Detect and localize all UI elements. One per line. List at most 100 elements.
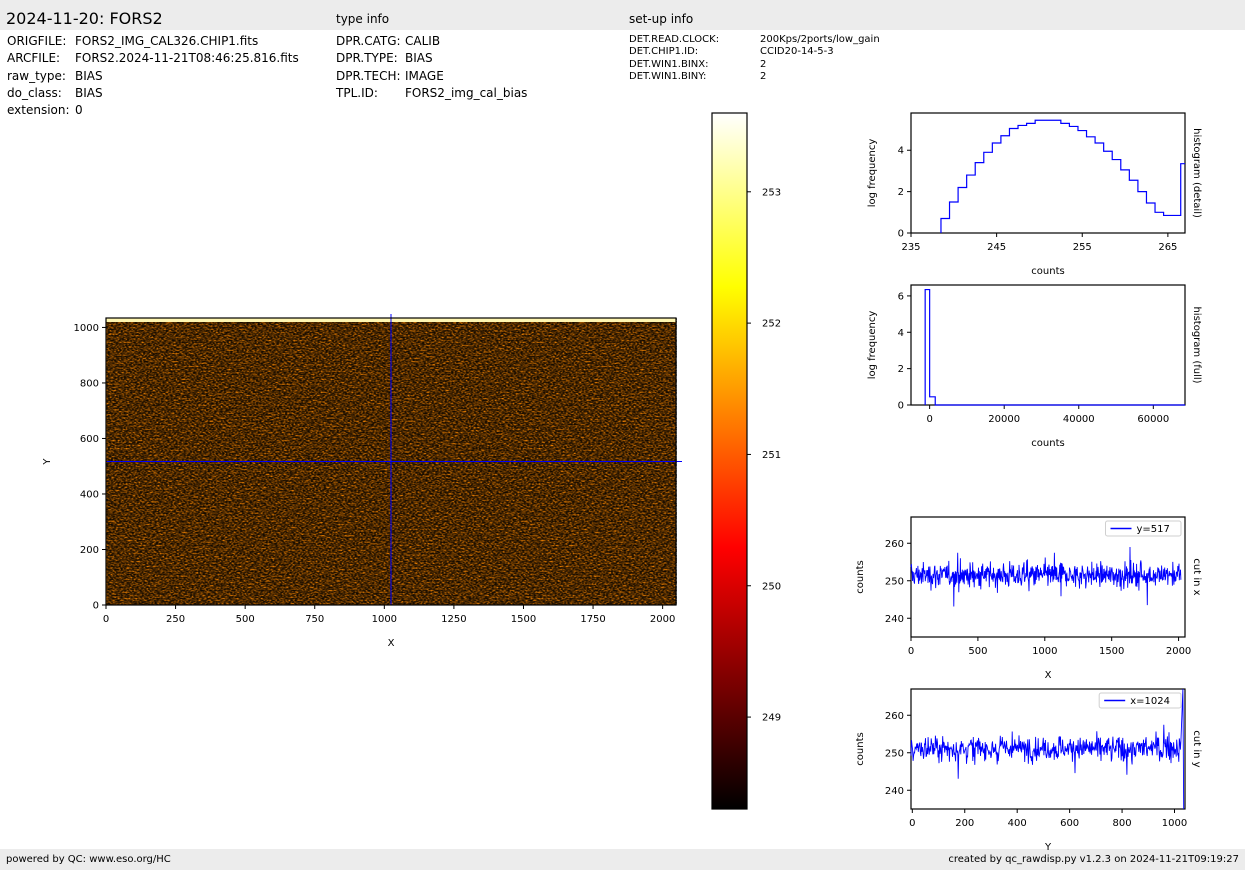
footer-left-text: powered by QC: www.eso.org/HC [6,854,171,865]
type-info-title: type info [336,12,390,26]
y-tick-label: 260 [885,539,904,550]
x-tick-label: 1500 [1099,646,1124,657]
x-tick-label: 0 [103,614,109,625]
x-tick-label: 400 [1008,818,1027,829]
y-tick-label: 600 [80,434,99,445]
type-info-key: DPR.TYPE: [336,51,398,65]
setup-info-value: 2 [760,59,767,70]
footer-right-text: created by qc_rawdisp.py v1.2.3 on 2024-… [948,854,1239,865]
legend-box [1105,520,1182,537]
legend-label: y=517 [1137,524,1170,535]
y-tick-label: 6 [898,291,904,302]
x-tick-label: 245 [987,242,1006,253]
x-tick-label: 200 [955,818,974,829]
setup-info-value: 2 [760,71,767,82]
legend-label: x=1024 [1130,696,1170,707]
x-tick-label: 250 [166,614,185,625]
x-tick-label: 40000 [1063,414,1095,425]
x-tick-label: 255 [1073,242,1092,253]
side-axis-label: cut in y [1191,730,1202,767]
x-tick-label: 2000 [650,614,675,625]
cut-y-line [910,688,1185,810]
file-info-key: ORIGFILE: [7,34,67,48]
type-info-key: DPR.CATG: [336,34,401,48]
y-tick-label: 0 [93,601,99,612]
histogram-full-line [924,288,1185,406]
y-tick-label: 260 [885,711,904,722]
x-tick-label: 235 [901,242,920,253]
x-tick-label: 1750 [580,614,605,625]
setup-info-key: DET.READ.CLOCK: [629,34,720,45]
x-tick-label: 1250 [441,614,466,625]
y-tick-label: 400 [80,489,99,500]
file-info-value: BIAS [75,69,103,83]
plot-frame [910,516,1186,638]
x-tick-label: 1000 [1032,646,1057,657]
file-info-key: do_class: [7,86,62,100]
y-tick-label: 2 [898,364,904,375]
histogram-detail-line [940,119,1185,233]
file-info-value: BIAS [75,86,103,100]
x-tick-label: 750 [305,614,324,625]
setup-info-title: set-up info [629,12,694,26]
side-axis-label: histogram (full) [1191,306,1202,383]
file-info-value: FORS2_IMG_CAL326.CHIP1.fits [75,34,259,48]
y-tick-label: 250 [885,576,904,587]
colorbar-tick-label: 250 [762,581,781,592]
legend-box [1098,692,1182,709]
colorbar-tick-label: 251 [762,450,781,461]
x-tick-label: 1000 [1162,818,1187,829]
x-tick-label: 0 [908,646,914,657]
type-info-key: DPR.TECH: [336,69,401,83]
x-tick-label: 20000 [988,414,1020,425]
x-tick-label: 600 [1060,818,1079,829]
x-tick-label: 265 [1158,242,1177,253]
file-info-key: raw_type: [7,69,66,83]
setup-info-value: CCID20-14-5-3 [760,46,834,57]
plot-frame [105,317,677,606]
type-info-key: TPL.ID: [336,86,378,100]
y-tick-label: 1000 [74,323,99,334]
header-bar [0,0,1245,30]
y-axis-label: log frequency [867,311,878,380]
side-axis-label: histogram (detail) [1191,128,1202,218]
x-axis-label: counts [1031,438,1064,449]
plot-frame [910,112,1186,234]
file-info-key: ARCFILE: [7,51,61,65]
x-tick-label: 2000 [1166,646,1191,657]
x-tick-label: 800 [1113,818,1132,829]
x-tick-label: 500 [236,614,255,625]
y-tick-label: 240 [885,614,904,625]
y-tick-label: 4 [898,328,904,339]
y-tick-label: 0 [898,229,904,240]
setup-info-key: DET.WIN1.BINX: [629,59,709,70]
y-tick-label: 0 [898,401,904,412]
type-info-value: FORS2_img_cal_bias [405,86,528,100]
y-axis-label: log frequency [867,139,878,208]
x-tick-label: 0 [926,414,932,425]
page-title: 2024-11-20: FORS2 [6,9,163,28]
cut-x-line [910,546,1182,607]
x-tick-label: 500 [968,646,987,657]
x-axis-label: X [1045,670,1052,681]
colorbar-tick-label: 252 [762,319,781,330]
colorbar [711,112,748,810]
setup-info-key: DET.CHIP1.ID: [629,46,699,57]
y-axis-label: counts [855,732,866,765]
y-tick-label: 240 [885,786,904,797]
y-axis-label: counts [855,560,866,593]
file-info-value: FORS2.2024-11-21T08:46:25.816.fits [75,51,299,65]
x-axis-label: X [388,638,395,649]
x-tick-label: 60000 [1137,414,1169,425]
file-info-value: 0 [75,103,83,117]
y-tick-label: 4 [898,146,904,157]
x-tick-label: 0 [909,818,915,829]
setup-info-key: DET.WIN1.BINY: [629,71,707,82]
side-axis-label: cut in x [1191,558,1202,595]
colorbar-tick-label: 253 [762,187,781,198]
x-tick-label: 1000 [372,614,397,625]
colorbar-tick-label: 249 [762,713,781,724]
file-info-key: extension: [7,103,70,117]
y-tick-label: 2 [898,187,904,198]
